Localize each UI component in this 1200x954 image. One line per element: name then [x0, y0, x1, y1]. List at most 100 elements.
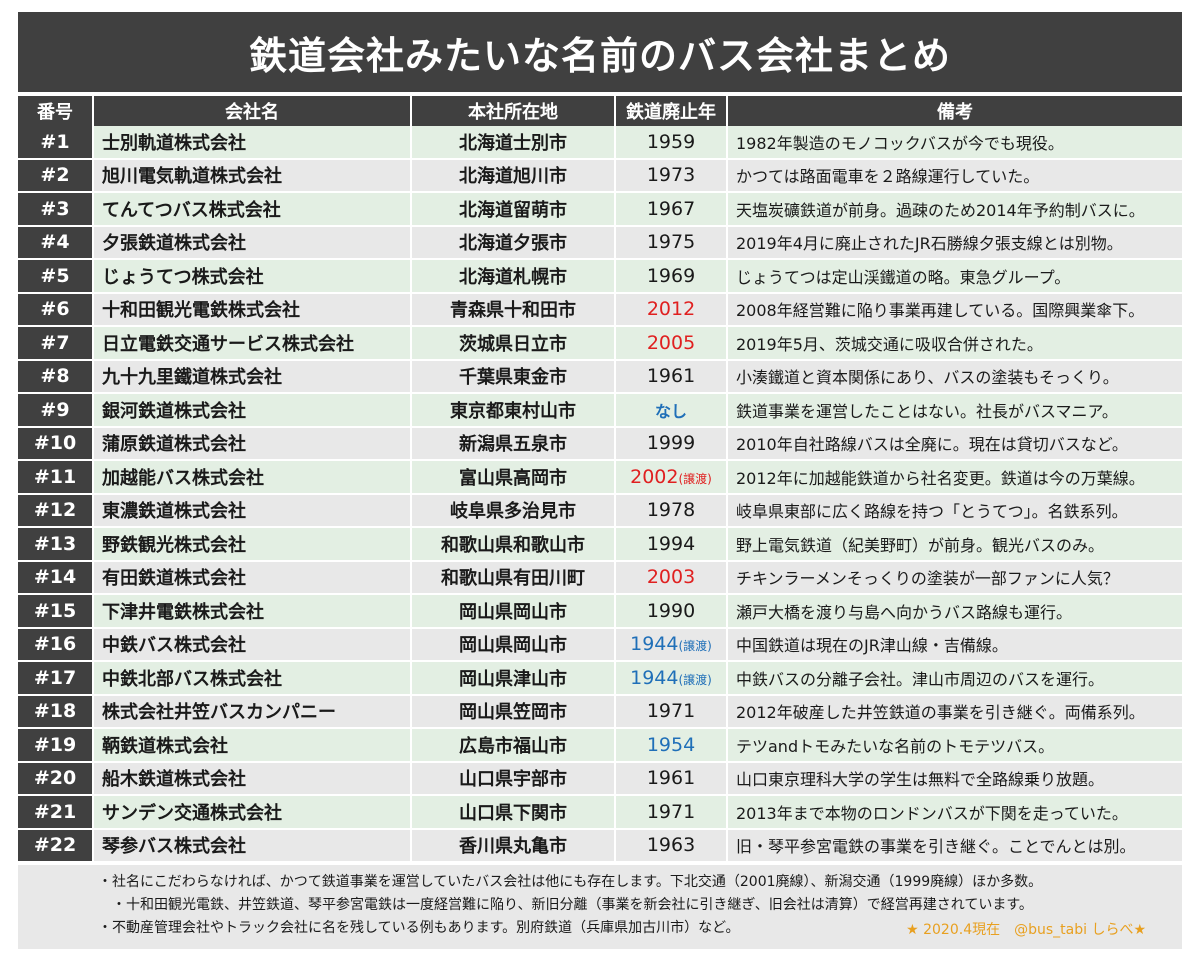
footnote-2: ・十和田観光電鉄、井笠鉄道、琴平参宮電鉄は一度経営難に陥り、新旧分離（事業を新会… [112, 897, 1033, 913]
company-name: 加越能バス株式会社 [94, 461, 412, 495]
year-value: 1944 [630, 633, 679, 656]
row-number: #21 [18, 796, 94, 830]
company-name: 琴参バス株式会社 [94, 829, 412, 863]
remarks: チキンラーメンそっくりの塗装が一部ファンに人気？ [728, 561, 1182, 595]
table-row: #18 株式会社井笠バスカンパニー 岡山県笠岡市 1971 2012年破産した井笠鉄道の… [18, 695, 1182, 729]
row-number: #22 [18, 829, 94, 863]
abolished-year: 1999 [616, 427, 728, 461]
headquarters-location: 香川県丸亀市 [412, 829, 616, 863]
headquarters-location: 北海道夕張市 [412, 226, 616, 260]
company-name: サンデン交通株式会社 [94, 796, 412, 830]
year-value: 1994 [646, 532, 696, 555]
headquarters-location: 岡山県津山市 [412, 662, 616, 696]
abolished-year: 1973 [616, 159, 728, 193]
footnotes: ・社名にこだわらなければ、かつて鉄道事業を運営していたバス会社は他にも存在します… [18, 865, 1182, 949]
footnote-1: ・社名にこだわらなければ、かつて鉄道事業を運営していたバス会社は他にも存在します… [98, 874, 1043, 890]
table-row: #2 旭川電気軌道株式会社 北海道旭川市 1973 かつては路面電車を２路線運行していた… [18, 159, 1182, 193]
credit-label: ★ 2020.4現在 @bus_tabi しらべ★ [906, 922, 1146, 938]
remarks: 岐阜県東部に広く路線を持つ「とうてつ」。名鉄系列。 [728, 494, 1182, 528]
company-name: 銀河鉄道株式会社 [94, 394, 412, 428]
table-row: #20 船木鉄道株式会社 山口県宇部市 1961 山口東京理科大学の学生は無料で全路線乗… [18, 762, 1182, 796]
remarks: 天塩炭礦鉄道が前身。過疎のため2014年予約制バスに。 [728, 193, 1182, 227]
headquarters-location: 北海道旭川市 [412, 159, 616, 193]
table-row: #17 中鉄北部バス株式会社 岡山県津山市 1944(譲渡) 中鉄バスの分離子会社。津山… [18, 662, 1182, 696]
abolished-year: 1961 [616, 762, 728, 796]
table-row: #22 琴参バス株式会社 香川県丸亀市 1963 旧・琴平参宮電鉄の事業を引き継ぐ。こと… [18, 829, 1182, 863]
company-name: 蒲原鉄道株式会社 [94, 427, 412, 461]
headquarters-location: 千葉県東金市 [412, 360, 616, 394]
row-number: #9 [18, 394, 94, 428]
table-row: #13 野鉄観光株式会社 和歌山県和歌山市 1994 野上電気鉄道（紀美野町）が前身。観… [18, 528, 1182, 562]
column-header-number: 番号 [18, 96, 94, 126]
headquarters-location: 北海道留萌市 [412, 193, 616, 227]
headquarters-location: 広島市福山市 [412, 729, 616, 763]
headquarters-location: 青森県十和田市 [412, 293, 616, 327]
headquarters-location: 山口県下関市 [412, 796, 616, 830]
row-number: #11 [18, 461, 94, 495]
table-row: #11 加越能バス株式会社 富山県高岡市 2002(譲渡) 2012年に加越能鉄道から社… [18, 461, 1182, 495]
remarks: 1982年製造のモノコックバスが今でも現役。 [728, 126, 1182, 160]
footnote-3: ・不動産管理会社やトラック会社に名を残している例もあります。別府鉄道（兵庫県加古… [98, 920, 740, 936]
company-name: 中鉄北部バス株式会社 [94, 662, 412, 696]
table-row: #15 下津井電鉄株式会社 岡山県岡山市 1990 瀬戸大橋を渡り与島へ向かうバス路線も… [18, 595, 1182, 629]
year-value: 1971 [646, 800, 696, 823]
remarks: 野上電気鉄道（紀美野町）が前身。観光バスのみ。 [728, 528, 1182, 562]
row-number: #10 [18, 427, 94, 461]
abolished-year: 1994 [616, 528, 728, 562]
abolished-year: 2003 [616, 561, 728, 595]
company-name: 十和田観光電鉄株式会社 [94, 293, 412, 327]
row-number: #15 [18, 595, 94, 629]
row-number: #20 [18, 762, 94, 796]
headquarters-location: 山口県宇部市 [412, 762, 616, 796]
abolished-year: 1971 [616, 796, 728, 830]
year-value: 2003 [646, 566, 696, 589]
year-value: 1990 [646, 599, 696, 622]
column-header-year: 鉄道廃止年 [616, 96, 728, 126]
remarks: 2019年4月に廃止されたJR石勝線夕張支線とは別物。 [728, 226, 1182, 260]
row-number: #7 [18, 327, 94, 361]
row-number: #3 [18, 193, 94, 227]
abolished-year: 2002(譲渡) [616, 461, 728, 495]
company-name: 日立電鉄交通サービス株式会社 [94, 327, 412, 361]
row-number: #1 [18, 126, 94, 160]
row-number: #4 [18, 226, 94, 260]
remarks: 2013年まで本物のロンドンバスが下関を走っていた。 [728, 796, 1182, 830]
company-name: 鞆鉄道株式会社 [94, 729, 412, 763]
year-suffix: (譲渡) [678, 639, 712, 654]
headquarters-location: 岐阜県多治見市 [412, 494, 616, 528]
table-row: #1 士別軌道株式会社 北海道士別市 1959 1982年製造のモノコックバスが今でも現… [18, 126, 1182, 160]
company-name: 士別軌道株式会社 [94, 126, 412, 160]
page-title: 鉄道会社みたいな名前のバス会社まとめ [18, 12, 1182, 92]
row-number: #6 [18, 293, 94, 327]
company-name: 下津井電鉄株式会社 [94, 595, 412, 629]
year-value: 1944 [630, 666, 679, 689]
remarks: 2012年破産した井笠鉄道の事業を引き継ぐ。両備系列。 [728, 695, 1182, 729]
abolished-year: 2005 [616, 327, 728, 361]
year-value: 1959 [646, 130, 696, 153]
headquarters-location: 岡山県岡山市 [412, 628, 616, 662]
table-row: #9 銀河鉄道株式会社 東京都東村山市 なし 鉄道事業を運営したことはない。社長がバスマ… [18, 394, 1182, 428]
year-value: 1961 [646, 767, 696, 790]
row-number: #2 [18, 159, 94, 193]
remarks: 旧・琴平参宮電鉄の事業を引き継ぐ。ことでんとは別。 [728, 829, 1182, 863]
remarks: 瀬戸大橋を渡り与島へ向かうバス路線も運行。 [728, 595, 1182, 629]
headquarters-location: 北海道士別市 [412, 126, 616, 160]
row-number: #5 [18, 260, 94, 294]
abolished-year: なし [616, 394, 728, 428]
company-name: 船木鉄道株式会社 [94, 762, 412, 796]
remarks: 2010年自社路線バスは全廃に。現在は貸切バスなど。 [728, 427, 1182, 461]
remarks: 2012年に加越能鉄道から社名変更。鉄道は今の万葉線。 [728, 461, 1182, 495]
abolished-year: 1959 [616, 126, 728, 160]
abolished-year: 1967 [616, 193, 728, 227]
company-name: 九十九里鐵道株式会社 [94, 360, 412, 394]
company-name: 夕張鉄道株式会社 [94, 226, 412, 260]
company-name: 東濃鉄道株式会社 [94, 494, 412, 528]
remarks: 中鉄バスの分離子会社。津山市周辺のバスを運行。 [728, 662, 1182, 696]
headquarters-location: 和歌山県和歌山市 [412, 528, 616, 562]
year-value: 1978 [646, 499, 696, 522]
table-row: #16 中鉄バス株式会社 岡山県岡山市 1944(譲渡) 中国鉄道は現在のJR津山線・吉… [18, 628, 1182, 662]
abolished-year: 1944(譲渡) [616, 662, 728, 696]
abolished-year: 1971 [616, 695, 728, 729]
headquarters-location: 茨城県日立市 [412, 327, 616, 361]
company-name: 野鉄観光株式会社 [94, 528, 412, 562]
